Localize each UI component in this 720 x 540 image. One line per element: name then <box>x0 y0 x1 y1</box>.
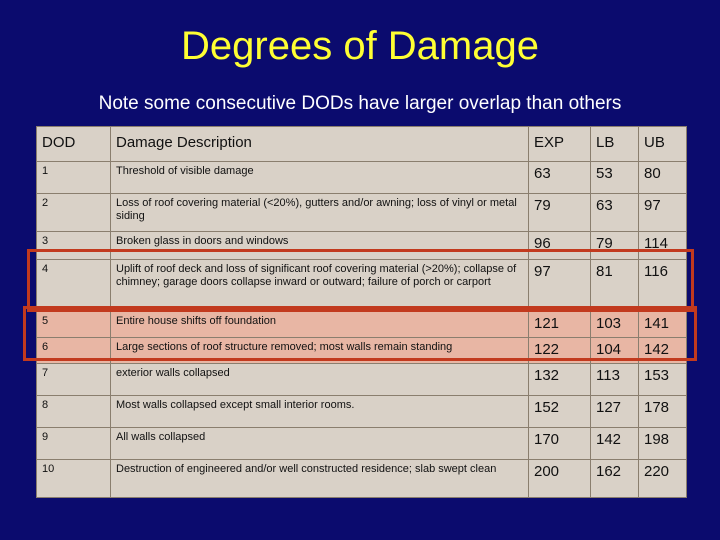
ub-cell: 220 <box>638 459 687 498</box>
table-row: 2 Loss of roof covering material (<20%),… <box>36 193 687 232</box>
exp-cell: 79 <box>528 193 591 232</box>
description-cell: Entire house shifts off foundation <box>110 311 529 338</box>
table-header-row: DOD Damage Description EXP LB UB <box>36 126 687 162</box>
table-row: 5 Entire house shifts off foundation 121… <box>36 311 687 338</box>
lb-cell: 127 <box>590 395 639 428</box>
ub-cell: 153 <box>638 363 687 396</box>
table-row: 1 Threshold of visible damage 63 53 80 <box>36 161 687 194</box>
dod-cell: 9 <box>36 427 111 460</box>
exp-cell: 121 <box>528 311 591 338</box>
slide-title: Degrees of Damage <box>181 24 539 68</box>
exp-cell: 170 <box>528 427 591 460</box>
table-row: 7 exterior walls collapsed 132 113 153 <box>36 363 687 396</box>
dod-cell: 6 <box>36 337 111 364</box>
lb-cell: 79 <box>590 231 639 260</box>
description-cell: exterior walls collapsed <box>110 363 529 396</box>
header-lb: LB <box>590 126 639 162</box>
lb-cell: 63 <box>590 193 639 232</box>
ub-cell: 141 <box>638 311 687 338</box>
description-cell: Broken glass in doors and windows <box>110 231 529 260</box>
header-dod: DOD <box>36 126 111 162</box>
description-cell: Large sections of roof structure removed… <box>110 337 529 364</box>
dod-cell: 2 <box>36 193 111 232</box>
header-description: Damage Description <box>110 126 529 162</box>
ub-cell: 116 <box>638 259 687 312</box>
description-cell: Threshold of visible damage <box>110 161 529 194</box>
lb-cell: 103 <box>590 311 639 338</box>
table-row: 8 Most walls collapsed except small inte… <box>36 395 687 428</box>
header-exp: EXP <box>528 126 591 162</box>
table-row: 6 Large sections of roof structure remov… <box>36 337 687 364</box>
exp-cell: 63 <box>528 161 591 194</box>
ub-cell: 80 <box>638 161 687 194</box>
lb-cell: 162 <box>590 459 639 498</box>
exp-cell: 200 <box>528 459 591 498</box>
lb-cell: 53 <box>590 161 639 194</box>
exp-cell: 152 <box>528 395 591 428</box>
exp-cell: 122 <box>528 337 591 364</box>
table-row: 10 Destruction of engineered and/or well… <box>36 459 687 498</box>
description-cell: Most walls collapsed except small interi… <box>110 395 529 428</box>
dod-cell: 10 <box>36 459 111 498</box>
dod-cell: 4 <box>36 259 111 312</box>
description-cell: Loss of roof covering material (<20%), g… <box>110 193 529 232</box>
description-cell: All walls collapsed <box>110 427 529 460</box>
dod-cell: 7 <box>36 363 111 396</box>
header-ub: UB <box>638 126 687 162</box>
table-row: 9 All walls collapsed 170 142 198 <box>36 427 687 460</box>
lb-cell: 142 <box>590 427 639 460</box>
table-row: 3 Broken glass in doors and windows 96 7… <box>36 231 687 260</box>
ub-cell: 198 <box>638 427 687 460</box>
lb-cell: 104 <box>590 337 639 364</box>
lb-cell: 113 <box>590 363 639 396</box>
description-cell: Destruction of engineered and/or well co… <box>110 459 529 498</box>
slide-subtitle: Note some consecutive DODs have larger o… <box>98 93 622 114</box>
exp-cell: 97 <box>528 259 591 312</box>
exp-cell: 96 <box>528 231 591 260</box>
ub-cell: 97 <box>638 193 687 232</box>
ub-cell: 114 <box>638 231 687 260</box>
ub-cell: 142 <box>638 337 687 364</box>
damage-table: DOD Damage Description EXP LB UB 1 Thres… <box>36 126 687 498</box>
dod-cell: 1 <box>36 161 111 194</box>
lb-cell: 81 <box>590 259 639 312</box>
dod-cell: 5 <box>36 311 111 338</box>
description-cell: Uplift of roof deck and loss of signific… <box>110 259 529 312</box>
dod-cell: 3 <box>36 231 111 260</box>
ub-cell: 178 <box>638 395 687 428</box>
exp-cell: 132 <box>528 363 591 396</box>
table-row: 4 Uplift of roof deck and loss of signif… <box>36 259 687 312</box>
dod-cell: 8 <box>36 395 111 428</box>
